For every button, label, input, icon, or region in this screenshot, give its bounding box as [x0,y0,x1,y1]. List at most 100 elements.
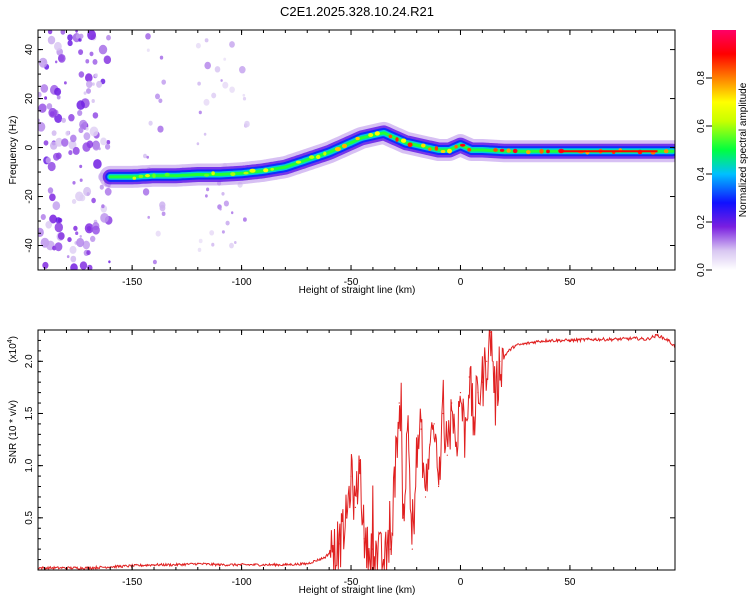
snr-point [354,506,356,508]
snr-point [372,548,374,550]
noise-speckle [86,140,94,149]
ridge-hotspot [263,168,269,173]
colorbar-tick-label: 0.4 [696,167,707,181]
ridge-hotspot [421,143,426,148]
snr-multiplier-base: (x10 [8,343,19,363]
snr-point [477,392,479,394]
noise-speckle [239,66,246,74]
noise-speckle [54,222,63,233]
snr-multiplier-exponent: 4 [7,339,14,343]
noise-speckle [52,201,61,211]
snr-point [525,343,527,345]
spectrogram-y-tick-label: 20 [24,93,35,105]
ridge-hotspot [341,143,348,149]
snr-point [332,548,335,550]
noise-speckle [45,157,51,164]
noise-speckle [221,192,225,196]
noise-speckle [70,255,77,263]
noise-speckle-band [142,33,166,265]
snr-point [383,559,385,561]
snr-point [459,392,462,394]
ridge-hotspot [526,150,531,155]
snr-point [398,402,400,404]
noise-speckle [197,81,201,86]
ridge-hotspot [388,134,393,139]
noise-speckle [86,80,93,89]
snr-point [420,428,422,430]
noise-speckle [76,237,85,248]
noise-speckle [79,119,88,130]
noise-speckle [220,79,223,82]
noise-speckle [54,242,63,252]
noise-speckle [155,230,161,237]
ridge-hotspot [270,167,275,171]
snr-point [667,339,670,341]
ridge-hotspot [447,148,452,154]
snr-y-tick-label: 0.5 [24,510,35,524]
noise-speckle [79,235,82,238]
noise-speckle [87,30,96,41]
noise-speckle [78,33,84,39]
snr-point [635,337,637,339]
snr-point [306,563,308,565]
snr-point [433,423,435,425]
noise-speckle [78,71,85,78]
noise-speckle [47,30,53,35]
noise-speckle [68,150,73,156]
noise-speckle [67,40,73,47]
noise-speckle [47,35,56,45]
spectrogram-x-tick-label: 0 [458,277,464,288]
ridge-hotspot [249,168,256,173]
noise-speckle [106,140,111,145]
snr-y-multiplier: (x104) [7,336,19,363]
noise-speckle [45,221,52,229]
snr-point [359,459,361,461]
snr-point [451,402,453,404]
noise-speckle [38,122,46,132]
ridge-hotspot [164,172,170,177]
noise-speckle [234,241,237,244]
noise-speckle [100,137,107,146]
noise-speckle [61,138,69,147]
ridge-hotspot [152,173,156,178]
snr-panel: -150 -100 -50 0 50 0.5 1.0 1.5 2.0 Height of str… [7,329,676,596]
ridge-hotspot [138,174,144,179]
snr-point [503,355,505,357]
noise-speckle [72,146,80,155]
ridge-hotspot [355,136,360,141]
ridge-hotspot [243,171,249,175]
noise-speckle [38,57,48,68]
spectrogram-x-tick-label: -100 [232,277,252,288]
noise-speckle [195,42,201,49]
snr-y-tick-label: 1.5 [24,406,35,420]
noise-speckle [75,33,81,39]
snr-point [389,548,391,550]
noise-speckle [203,132,207,136]
snr-point [376,553,378,555]
noise-speckle [143,153,147,159]
noise-speckle [146,155,149,159]
noise-speckle [70,263,78,270]
snr-point [547,339,549,341]
snr-point [324,556,326,559]
spectrogram-x-tick-label: -150 [122,277,142,288]
noise-speckle [90,235,96,242]
snr-point [219,564,221,566]
noise-speckle [155,93,160,100]
noise-speckle [98,44,108,55]
spectrogram-y-tick-label: 0 [24,144,35,150]
noise-speckle [99,184,104,190]
noise-speckle [209,230,215,236]
snr-y-label: SNR (10 * v/v) [8,400,19,464]
ridge-hotspot [546,149,550,154]
noise-speckle [205,194,208,198]
noise-speckle [229,41,235,48]
noise-speckle [72,181,76,185]
noise-speckle [223,57,227,61]
noise-speckle [198,110,202,115]
noise-speckle [66,255,70,259]
noise-speckle [222,81,229,89]
snr-point [153,564,155,566]
snr-point [569,339,571,341]
